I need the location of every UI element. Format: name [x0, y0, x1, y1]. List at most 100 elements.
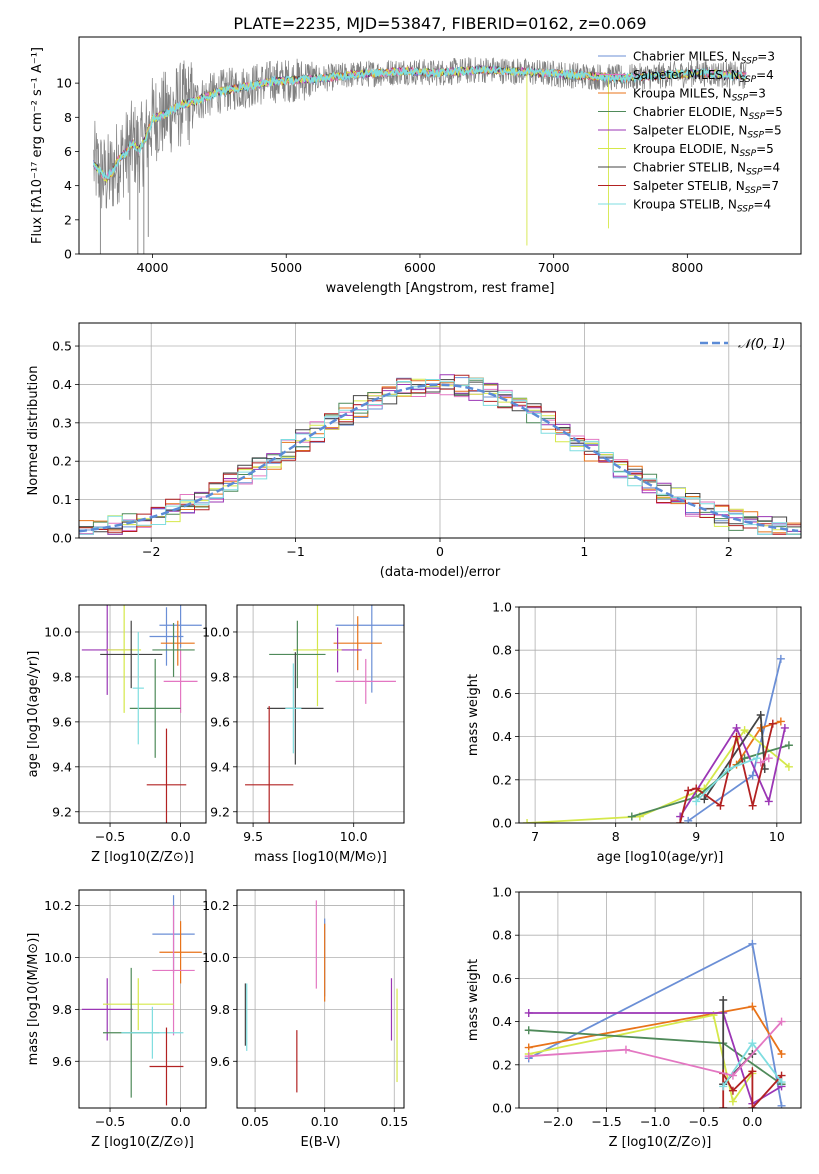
y-tick-label: 9.4: [210, 759, 230, 774]
y-tick-label: 9.4: [52, 759, 72, 774]
legend-entry: Kroupa MILES, NSSP=3: [633, 87, 766, 104]
y-tick-label: 10.2: [44, 898, 72, 913]
y-tick-label: 8: [64, 110, 72, 125]
weight-line-4: [679, 726, 786, 817]
x-tick-label: 2: [725, 544, 733, 559]
weight-marker: [728, 1071, 737, 1080]
weight-marker: [719, 1104, 728, 1108]
legend-rest: =5: [765, 105, 783, 119]
weight-marker: [764, 754, 773, 763]
weight-marker: [777, 1101, 786, 1108]
y-tick-label: 1.0: [492, 600, 512, 615]
error-bar-point: [269, 620, 326, 689]
weight-marker: [740, 726, 749, 735]
legend-rest: =5: [764, 124, 782, 138]
error-bar-point: [159, 605, 202, 648]
weight-marker: [728, 1097, 737, 1106]
legend-rest: =3: [757, 50, 775, 64]
axes-frame: [78, 604, 207, 824]
plot-area: [81, 605, 202, 823]
y-tick-label: 0.8: [492, 643, 512, 658]
weight-marker: [732, 723, 741, 732]
weight-marker: [784, 762, 793, 771]
weight-marker: [752, 754, 761, 763]
error-bar-point: [152, 905, 195, 1036]
normal-curve: [79, 383, 799, 533]
plot-area: [79, 374, 801, 535]
legend-sub: SSP: [740, 149, 757, 159]
weight-marker: [784, 741, 793, 750]
y-tick-label: 10: [56, 76, 72, 91]
weight-line-6: [722, 1000, 754, 1087]
weight-marker: [692, 784, 701, 793]
axes-frame: [78, 322, 802, 539]
legend-sub: SSP: [746, 168, 763, 178]
y-axis-label: age [log10(age/yr)]: [26, 651, 41, 778]
x-tick-label: −1: [286, 544, 304, 559]
y-axis-label: Normed distribution: [26, 366, 41, 496]
y-tick-label: 9.6: [52, 1054, 72, 1069]
weight-line-7: [722, 1069, 783, 1108]
error-bar-point: [333, 616, 382, 671]
error-bar-point: [245, 706, 294, 823]
x-axis-label: Z [log10(Z/Z⊙)]: [91, 1135, 194, 1150]
x-tick-label: 0.15: [380, 1114, 408, 1129]
weight-marker: [692, 797, 701, 806]
x-tick-label: −2: [142, 544, 160, 559]
x-tick-label: −0.5: [689, 1114, 719, 1129]
x-tick-label: 9.5: [243, 829, 263, 844]
panel-residual-histogram: −2 −1 0 1 2 0.0 0.1 0.2 0.3 0.4 0.5 (data-model)/er…: [26, 322, 802, 580]
weight-marker: [716, 801, 725, 810]
x-tick-label: 1: [580, 544, 588, 559]
y-tick-label: 9.6: [210, 1054, 230, 1069]
weight-marker: [621, 1045, 630, 1054]
x-tick-label: 7: [531, 829, 539, 844]
weight-marker: [732, 732, 741, 741]
y-tick-label: 0.4: [492, 729, 512, 744]
weight-marker: [777, 1050, 786, 1058]
weight-marker: [748, 1067, 757, 1076]
error-bar-point: [149, 1027, 184, 1106]
y-tick-label: 0.0: [492, 1101, 512, 1116]
plot-area: [81, 895, 202, 1106]
x-axis-label: Z [log10(Z/Z⊙)]: [91, 850, 194, 865]
legend-sub: SSP: [740, 75, 757, 85]
legend-rest: =7: [761, 179, 779, 193]
legend-sub: SSP: [737, 205, 754, 215]
y-tick-label: 9.8: [210, 669, 230, 684]
legend-sub: SSP: [749, 112, 766, 122]
x-tick-label: 0.10: [311, 1114, 339, 1129]
error-bar-point: [121, 1006, 184, 1059]
y-tick-label: 6: [64, 144, 72, 159]
y-tick-label: 9.6: [52, 714, 72, 729]
weight-marker: [776, 654, 785, 663]
legend-entry: 𝒩(0, 1): [738, 337, 785, 352]
y-tick-label: 10.0: [44, 624, 72, 639]
weight-marker: [764, 797, 773, 806]
x-tick-label: 8: [612, 829, 620, 844]
model-line-8: [92, 64, 747, 180]
x-tick-label: 9: [692, 829, 700, 844]
error-bar-point: [100, 620, 163, 689]
x-axis-label: mass [log10(M/M⊙)]: [254, 850, 387, 865]
error-bar-point: [81, 978, 133, 1041]
y-tick-label: 0.0: [52, 531, 72, 546]
x-axis-label: Z [log10(Z/Z⊙)]: [609, 1135, 712, 1150]
panel-mass-vs-EBV: 0.05 0.10 0.15 9.6 9.8 10.0 10.2 E(B-V): [202, 889, 408, 1150]
axes-frame: [78, 889, 207, 1109]
weight-marker: [748, 1039, 757, 1048]
error-bar-point: [132, 631, 144, 745]
axes-frame: [236, 889, 405, 1109]
weight-marker: [524, 1052, 533, 1061]
error-bar-point: [146, 728, 187, 823]
panel-weight-vs-Z: −2.0 −1.5 −1.0 −0.5 0.0 0.0 0.2 0.4 0.6 0.8 1.0 Z […: [466, 885, 802, 1150]
y-axis-label: Flux [fλ10⁻¹⁷ erg cm⁻² s⁻¹ A⁻¹]: [30, 47, 45, 244]
legend-entry: Kroupa STELIB, NSSP=4: [633, 198, 771, 215]
weight-marker: [777, 1017, 786, 1026]
x-tick-label: 5000: [270, 260, 302, 275]
y-tick-label: 0.2: [492, 772, 512, 787]
y-tick-label: 0.2: [52, 454, 72, 469]
y-tick-label: 4: [64, 178, 72, 193]
y-tick-label: 9.8: [210, 1002, 230, 1017]
error-bar-point: [107, 605, 142, 713]
